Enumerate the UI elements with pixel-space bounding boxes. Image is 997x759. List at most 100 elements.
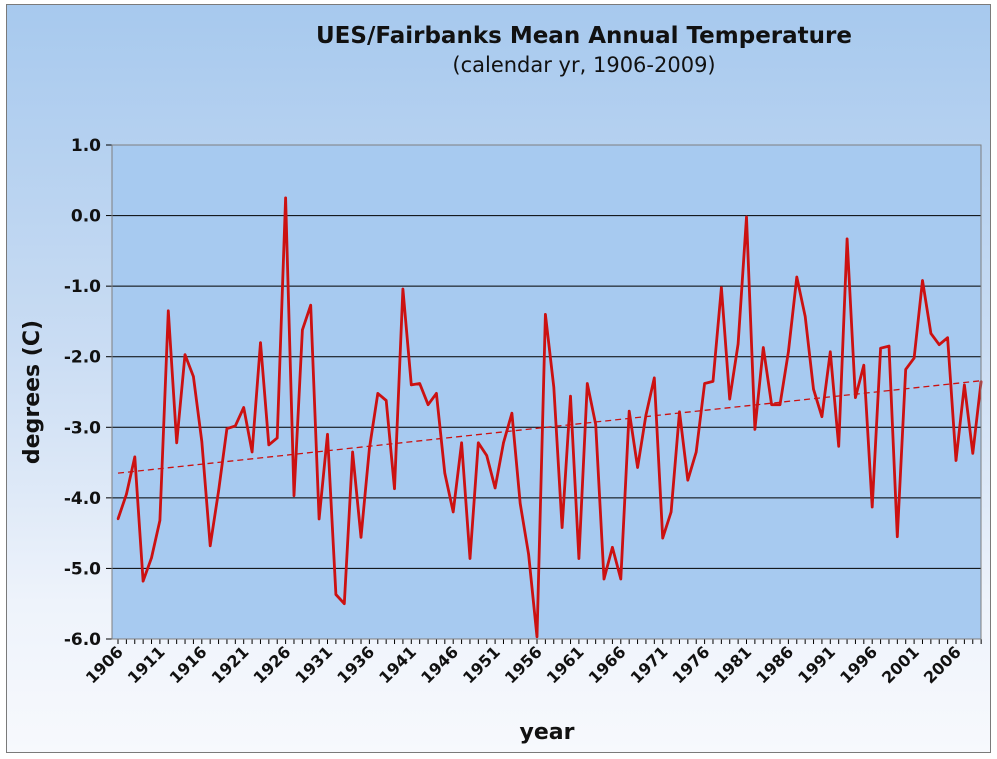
data-point: [200, 440, 203, 443]
data-point: [896, 535, 899, 538]
data-point: [452, 510, 455, 514]
grid-lines: [112, 215, 981, 569]
y-tick-label: 1.0: [71, 136, 101, 156]
data-point: [527, 553, 530, 556]
data-point: [946, 336, 949, 339]
data-point: [644, 414, 648, 417]
data-point: [787, 350, 790, 353]
trend-line: [117, 380, 982, 474]
data-point: [208, 544, 212, 548]
data-point: [552, 385, 555, 389]
data-point: [611, 546, 614, 549]
data-point: [535, 635, 539, 639]
x-tick-label: 1951: [459, 642, 504, 687]
data-point: [426, 403, 430, 406]
plot-border: [111, 144, 982, 640]
x-tick-label: 1936: [333, 642, 378, 687]
data-point: [250, 450, 254, 454]
x-tick-label: 1916: [166, 642, 211, 687]
chart-subtitle: (calendar yr, 1906-2009): [452, 53, 715, 77]
y-tick-label: -3.0: [64, 418, 101, 438]
data-point: [133, 455, 136, 459]
data-point: [435, 392, 438, 395]
data-point: [619, 577, 622, 581]
data-point: [728, 397, 731, 401]
data-point: [376, 392, 379, 395]
x-axis-label: year: [520, 720, 575, 745]
x-tick-label: 2001: [878, 642, 923, 687]
data-point: [317, 517, 321, 521]
data-point: [803, 315, 807, 318]
data-point: [753, 428, 757, 431]
data-point: [636, 466, 639, 469]
data-point: [720, 286, 723, 289]
data-point: [879, 347, 882, 350]
series-layer: [116, 196, 983, 639]
data-point: [971, 452, 974, 455]
data-point: [929, 332, 933, 335]
data-point: [485, 454, 488, 457]
data-point: [125, 493, 128, 496]
x-tick-label: 1986: [752, 642, 797, 687]
data-point: [502, 441, 505, 445]
data-point: [242, 406, 245, 409]
data-point: [368, 447, 371, 450]
data-point: [384, 399, 388, 402]
x-tick-label: 1921: [208, 642, 253, 687]
data-point: [234, 424, 237, 428]
data-point: [820, 415, 824, 418]
x-tick-label: 1981: [710, 642, 755, 687]
data-point: [510, 411, 514, 415]
data-point: [762, 346, 765, 349]
data-point: [887, 344, 891, 348]
y-axis-ticks: 1.0 0.0 -1.0 -2.0 -3.0 -4.0 -5.0 -6.0: [64, 136, 112, 650]
data-point: [301, 328, 304, 332]
data-point: [778, 403, 782, 406]
data-point: [904, 368, 907, 371]
data-point: [401, 287, 405, 291]
data-point: [912, 356, 916, 360]
data-point: [150, 556, 153, 560]
data-point: [351, 450, 354, 454]
data-point: [267, 443, 271, 447]
data-point: [175, 441, 178, 445]
x-tick-label: 1996: [836, 642, 881, 687]
data-point: [963, 383, 966, 387]
y-tick-label: -5.0: [64, 559, 101, 579]
data-point: [493, 486, 497, 490]
x-tick-label: 1966: [585, 642, 630, 687]
data-point: [326, 433, 329, 436]
data-point: [343, 602, 346, 605]
x-tick-label: 2006: [920, 642, 965, 687]
x-tick-label: 1926: [250, 642, 295, 687]
data-point: [921, 279, 924, 282]
x-tick-label: 1931: [291, 642, 336, 687]
data-point: [468, 557, 472, 560]
y-tick-label: 0.0: [71, 207, 101, 227]
data-point: [812, 387, 815, 391]
data-point: [661, 536, 664, 540]
data-point: [460, 441, 463, 445]
data-point: [217, 489, 220, 492]
data-point: [284, 196, 287, 200]
x-tick-label: 1991: [794, 642, 839, 687]
plot-area: [112, 145, 981, 639]
data-point: [586, 382, 589, 385]
data-point: [560, 526, 564, 529]
data-point: [309, 303, 312, 307]
data-point: [602, 577, 606, 581]
data-point: [871, 505, 874, 509]
data-point: [829, 350, 832, 353]
data-point: [686, 479, 690, 482]
data-point: [292, 494, 296, 497]
x-tick-label: 1911: [124, 642, 169, 687]
data-point: [703, 382, 706, 385]
data-point: [862, 363, 866, 367]
data-point: [276, 436, 279, 440]
data-point: [845, 237, 849, 241]
x-tick-label: 1976: [669, 642, 714, 687]
data-point: [854, 396, 857, 399]
data-point: [443, 471, 447, 475]
x-axis-ticks: 1906191119161921192619311936194119461951…: [82, 639, 982, 687]
data-point: [695, 450, 698, 454]
